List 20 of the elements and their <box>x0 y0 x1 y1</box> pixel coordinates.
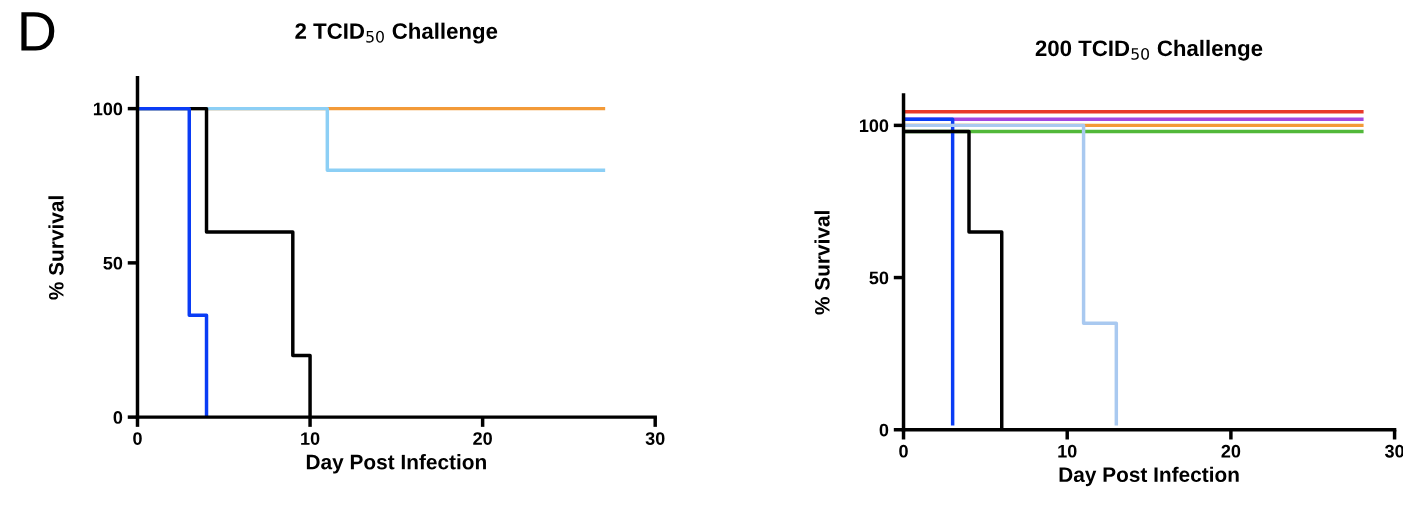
x-tick-label: 20 <box>473 432 492 445</box>
chart-title: 200 TCID$_{50}$ Challenge <box>1035 39 1263 61</box>
x-tick-label: 30 <box>645 432 665 445</box>
y-tick-label: 50 <box>103 256 123 270</box>
chart-title: 2 TCID$_{50}$ Challenge <box>295 22 498 44</box>
x-tick-label: 20 <box>1221 444 1241 458</box>
y-tick-label: 100 <box>859 119 889 133</box>
x-tick-label: 10 <box>301 432 320 445</box>
text: D <box>21 12 55 51</box>
y-axis-title: % Survival <box>814 211 830 315</box>
y-tick-label: 0 <box>113 411 123 424</box>
x-tick-label: 0 <box>899 444 908 458</box>
x-axis-title: Day Post Infection <box>306 454 486 474</box>
x-axis-title: Day Post Infection <box>1059 466 1239 487</box>
x-tick-label: 10 <box>1058 444 1077 458</box>
y-tick-label: 100 <box>93 102 123 116</box>
y-tick-label: 50 <box>869 271 889 285</box>
y-axis-title: % Survival <box>48 196 64 300</box>
x-tick-label: 0 <box>133 432 142 445</box>
x-tick-label: 30 <box>1384 444 1403 458</box>
